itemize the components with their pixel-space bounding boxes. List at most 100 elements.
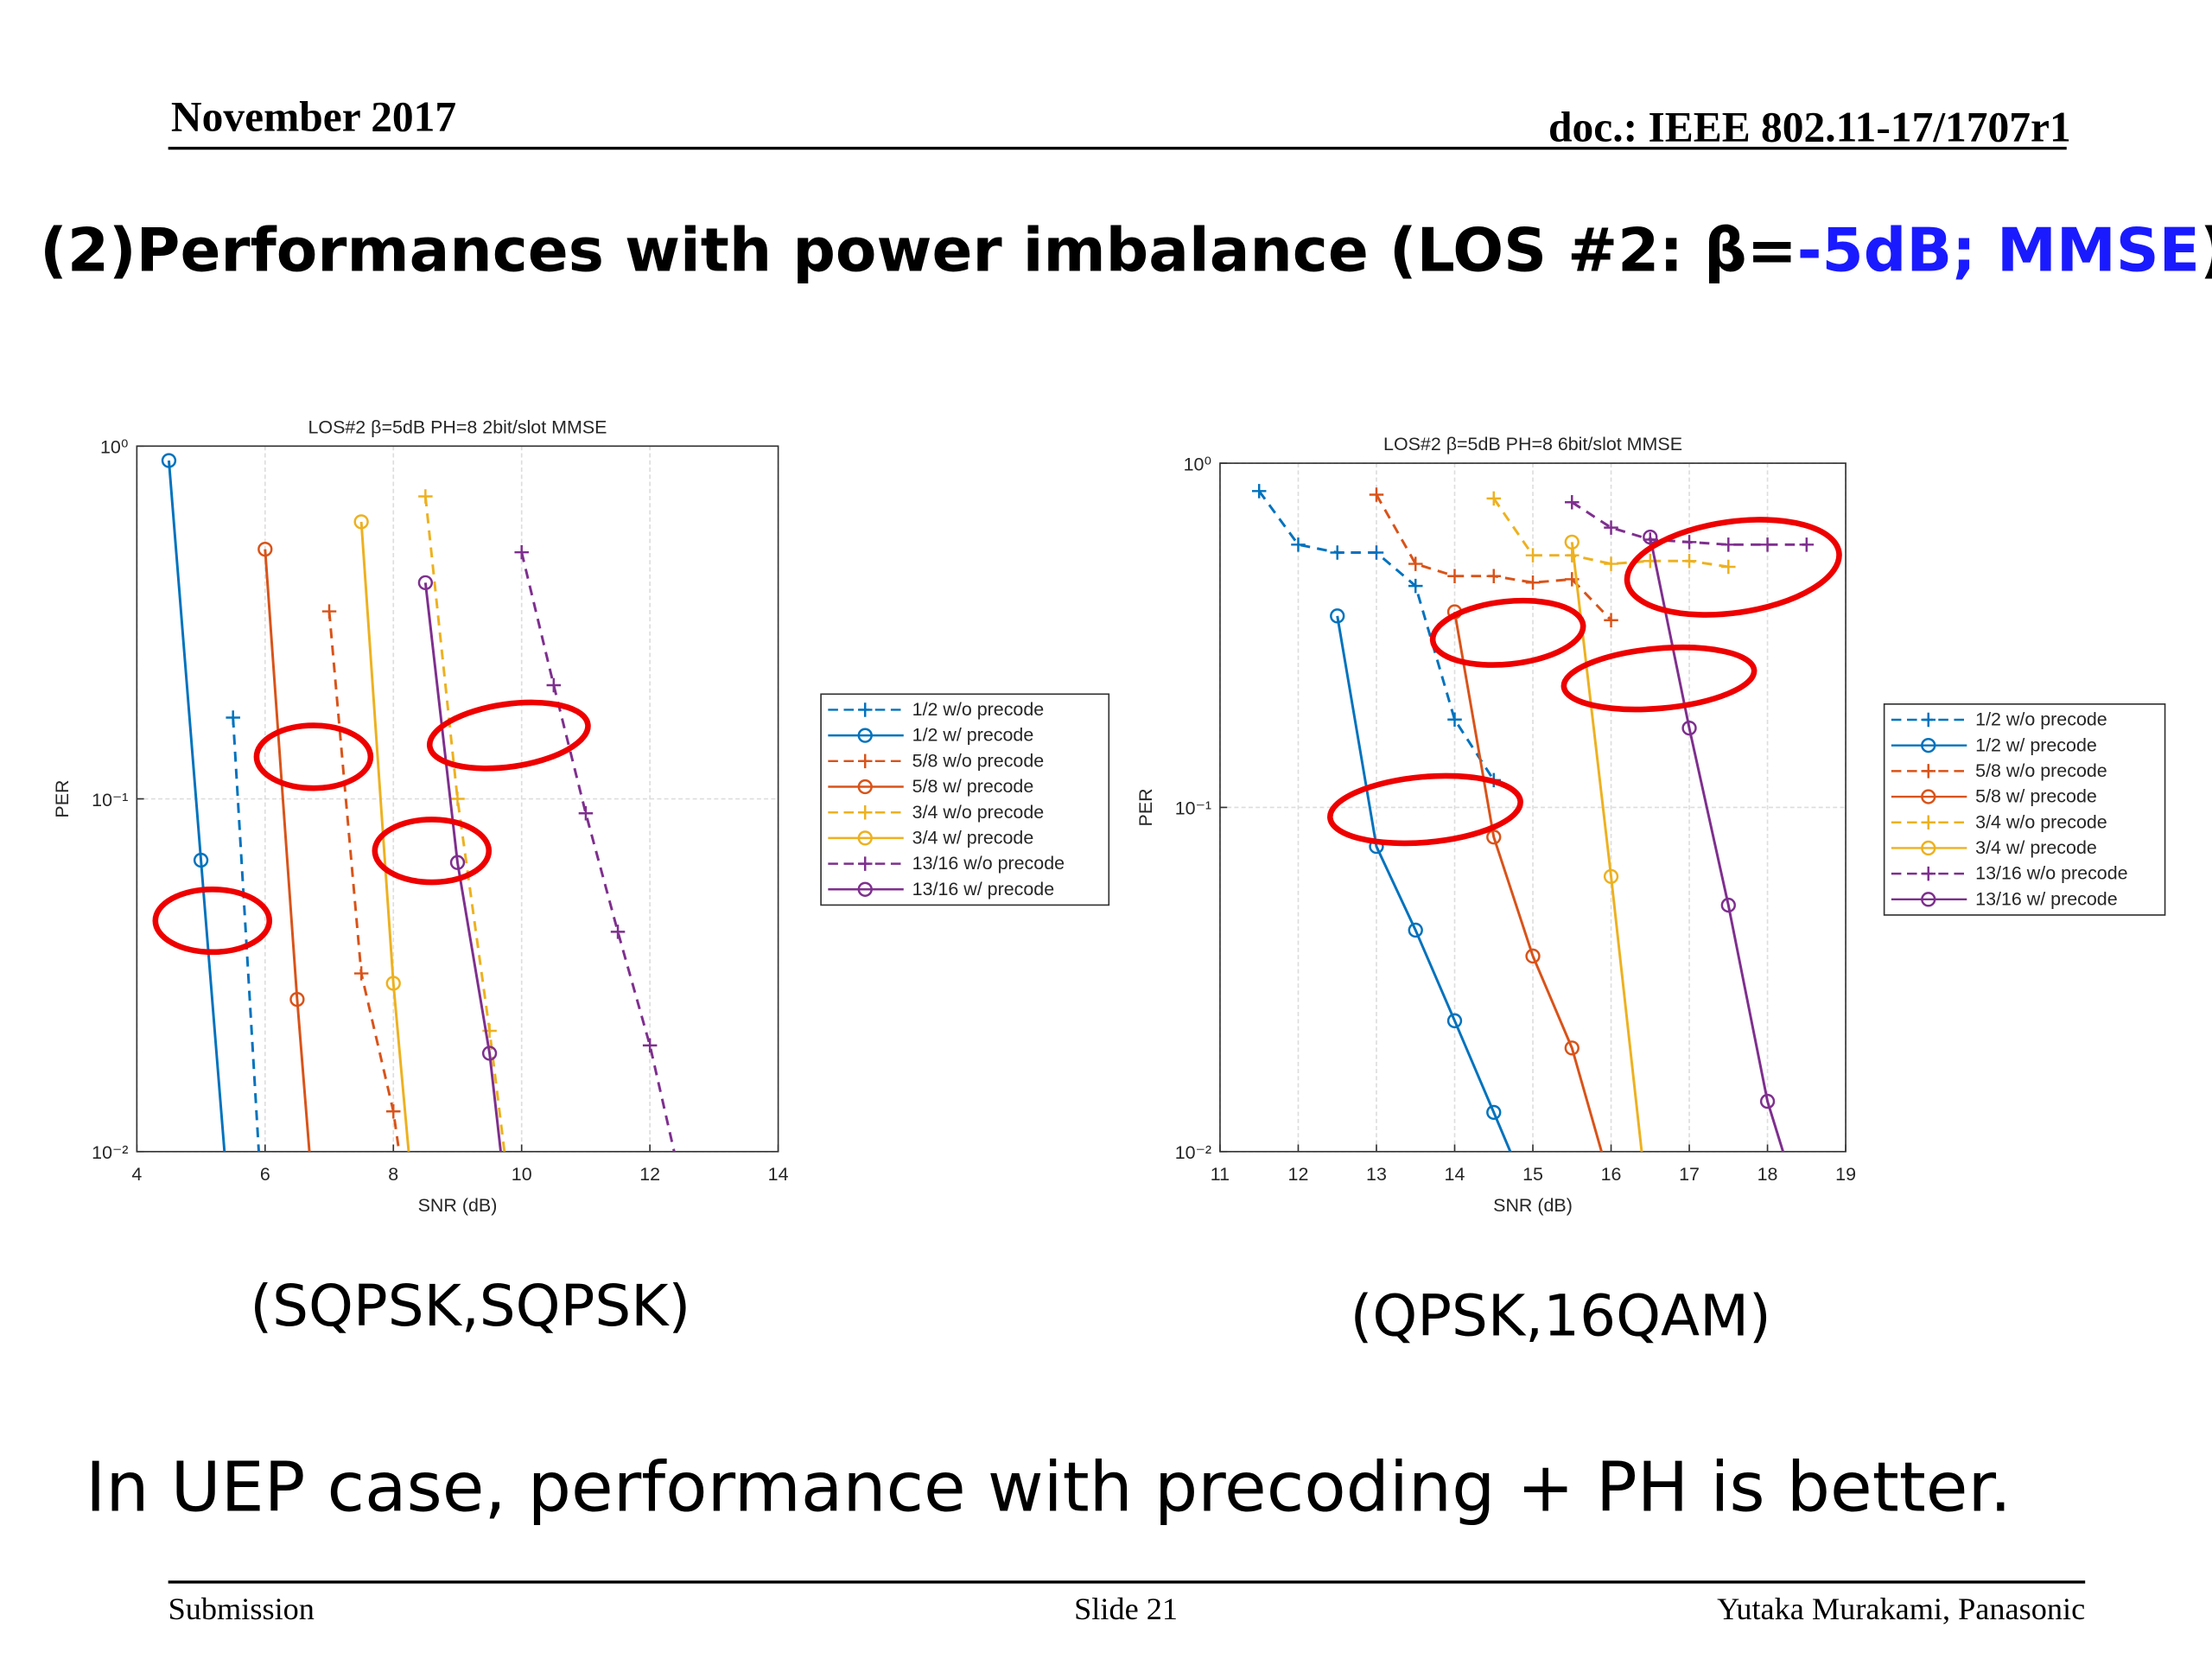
caption: (QPSK,16QAM) <box>1351 1283 1771 1350</box>
title-part: (2)Performances with power imbalance (LO… <box>40 216 1797 285</box>
marker <box>449 855 466 870</box>
series-line <box>232 717 260 1152</box>
highlight-ellipse <box>152 886 273 956</box>
marker <box>1681 553 1697 569</box>
legend-marker <box>857 779 873 795</box>
legend-label: 13/16 w/o precode <box>912 853 1065 874</box>
legend-marker <box>1921 712 1936 728</box>
highlight-ellipse <box>1327 772 1523 847</box>
x-tick-label: 13 <box>1366 1164 1387 1185</box>
x-tick-label: 19 <box>1835 1164 1856 1185</box>
marker <box>386 1104 401 1119</box>
legend-label: 3/4 w/ precode <box>1975 837 2097 858</box>
x-axis-label: SNR (dB) <box>1493 1195 1573 1216</box>
series-line <box>1570 542 1643 1152</box>
marker <box>450 791 465 806</box>
marker <box>1369 487 1384 502</box>
y-axis-label: PER <box>52 779 73 817</box>
y-tick-label: 10⁻² <box>92 1142 128 1163</box>
legend-marker <box>1921 764 1936 779</box>
series-line <box>359 521 410 1152</box>
marker <box>1564 534 1580 550</box>
legend-marker <box>1921 866 1936 881</box>
legend-label: 5/8 w/ precode <box>1975 786 2097 807</box>
marker <box>385 976 401 991</box>
marker <box>417 575 434 591</box>
plot-frame <box>1219 462 1847 1153</box>
x-tick-label: 14 <box>1445 1164 1465 1185</box>
highlight-ellipse <box>1560 645 1758 713</box>
legend-label: 1/2 w/o precode <box>1975 709 2107 730</box>
marker <box>1643 529 1658 545</box>
marker <box>1759 1093 1776 1109</box>
marker <box>226 710 240 725</box>
legend: 1/2 w/o precode 1/2 w/ precode 5/8 w/o pre… <box>820 693 1110 906</box>
legend-label: 3/4 w/o precode <box>912 802 1045 823</box>
marker <box>1681 535 1697 550</box>
marker <box>1604 556 1618 571</box>
legend-label: 1/2 w/ precode <box>912 725 1034 746</box>
legend-label: 3/4 w/ precode <box>912 827 1034 848</box>
marker <box>1446 1013 1463 1028</box>
x-tick-label: 6 <box>260 1164 270 1185</box>
series-line <box>327 611 401 1152</box>
slide-title: (2)Performances with power imbalance (LO… <box>40 216 2212 285</box>
highlight-ellipse <box>1429 597 1586 668</box>
marker <box>353 514 369 530</box>
marker <box>193 852 209 868</box>
highlight-ellipse <box>372 817 493 886</box>
title-part: ) <box>2200 216 2212 285</box>
marker <box>161 453 177 468</box>
x-tick-label: 11 <box>1211 1164 1230 1185</box>
legend-label: 5/8 w/o precode <box>1975 760 2107 781</box>
marker <box>1799 537 1815 552</box>
chart: 11 12 13 14 15 16 17 18 19 10⁻² 10⁻¹ 10⁰ LOS#2 β=5dB… <box>1135 434 2166 1216</box>
marker <box>1486 830 1502 845</box>
legend-label: 1/2 w/ precode <box>1975 734 2097 755</box>
x-tick-label: 16 <box>1601 1164 1622 1185</box>
chart-title: LOS#2 β=5dB PH=8 6bit/slot MMSE <box>1383 434 1682 454</box>
y-axis-label: PER <box>1135 788 1156 826</box>
legend-marker <box>857 856 873 871</box>
marker <box>1447 569 1462 583</box>
marker <box>418 489 433 504</box>
marker <box>642 1038 658 1053</box>
charts: 4 6 8 10 12 14 10⁻² 10⁻¹ 10⁰ LOS#2 β=5dB PH=8 2bi… <box>52 416 2166 1216</box>
marker <box>1525 575 1541 590</box>
series-line <box>520 551 676 1152</box>
legend-label: 3/4 w/o precode <box>1975 811 2107 832</box>
marker <box>1369 545 1384 560</box>
legend: 1/2 w/o precode 1/2 w/ precode 5/8 w/o pre… <box>1883 703 2166 916</box>
legend-label: 13/16 w/o precode <box>1975 863 2127 884</box>
legend-marker <box>1921 892 1936 907</box>
marker <box>1564 1040 1580 1056</box>
marker <box>1486 491 1502 506</box>
marker <box>1408 922 1423 938</box>
footer-left: Submission <box>168 1592 315 1626</box>
footer-right: Yutaka Murakami, Panasonic <box>1717 1592 2085 1626</box>
title-part: -5dB; MMSE <box>1797 216 2200 285</box>
x-tick-label: 18 <box>1758 1164 1778 1185</box>
legend-marker <box>1921 789 1936 804</box>
x-tick-label: 4 <box>131 1164 142 1185</box>
highlight-ellipse <box>426 699 591 772</box>
marker <box>610 925 626 939</box>
legend-marker <box>1921 738 1936 753</box>
marker <box>514 544 529 560</box>
marker <box>1565 495 1580 510</box>
legend-marker <box>1921 840 1936 856</box>
marker <box>1447 712 1462 727</box>
y-tick-label: 10⁻¹ <box>92 790 128 810</box>
legend-marker <box>1921 815 1936 830</box>
marker <box>257 542 273 557</box>
marker <box>1720 897 1736 913</box>
y-tick-label: 10⁻² <box>1175 1142 1211 1163</box>
legend-marker <box>857 702 873 717</box>
marker <box>1486 1104 1502 1121</box>
marker <box>1525 948 1541 964</box>
x-tick-label: 10 <box>512 1164 532 1185</box>
marker <box>1604 520 1618 535</box>
series-line <box>167 460 226 1152</box>
marker <box>481 1046 498 1061</box>
